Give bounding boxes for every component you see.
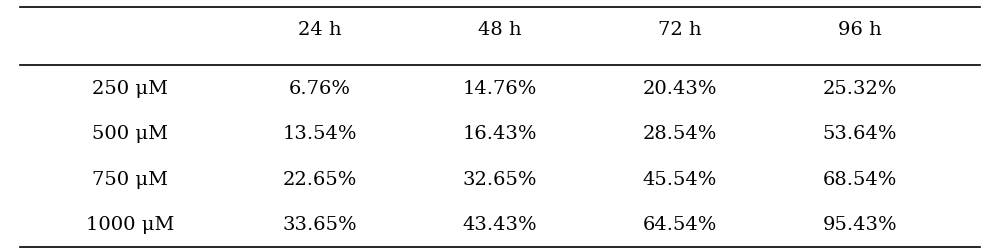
Text: 16.43%: 16.43%: [463, 124, 537, 143]
Text: 53.64%: 53.64%: [823, 124, 897, 143]
Text: 500 μM: 500 μM: [92, 124, 168, 143]
Text: 20.43%: 20.43%: [643, 79, 717, 97]
Text: 64.54%: 64.54%: [643, 215, 717, 233]
Text: 96 h: 96 h: [838, 21, 882, 39]
Text: 33.65%: 33.65%: [283, 215, 357, 233]
Text: 72 h: 72 h: [658, 21, 702, 39]
Text: 24 h: 24 h: [298, 21, 342, 39]
Text: 22.65%: 22.65%: [283, 170, 357, 188]
Text: 32.65%: 32.65%: [463, 170, 537, 188]
Text: 95.43%: 95.43%: [823, 215, 897, 233]
Text: 13.54%: 13.54%: [283, 124, 357, 143]
Text: 25.32%: 25.32%: [823, 79, 897, 97]
Text: 14.76%: 14.76%: [463, 79, 537, 97]
Text: 250 μM: 250 μM: [92, 79, 168, 97]
Text: 48 h: 48 h: [478, 21, 522, 39]
Text: 1000 μM: 1000 μM: [86, 215, 174, 233]
Text: 43.43%: 43.43%: [463, 215, 537, 233]
Text: 750 μM: 750 μM: [92, 170, 168, 188]
Text: 68.54%: 68.54%: [823, 170, 897, 188]
Text: 28.54%: 28.54%: [643, 124, 717, 143]
Text: 45.54%: 45.54%: [643, 170, 717, 188]
Text: 6.76%: 6.76%: [289, 79, 351, 97]
